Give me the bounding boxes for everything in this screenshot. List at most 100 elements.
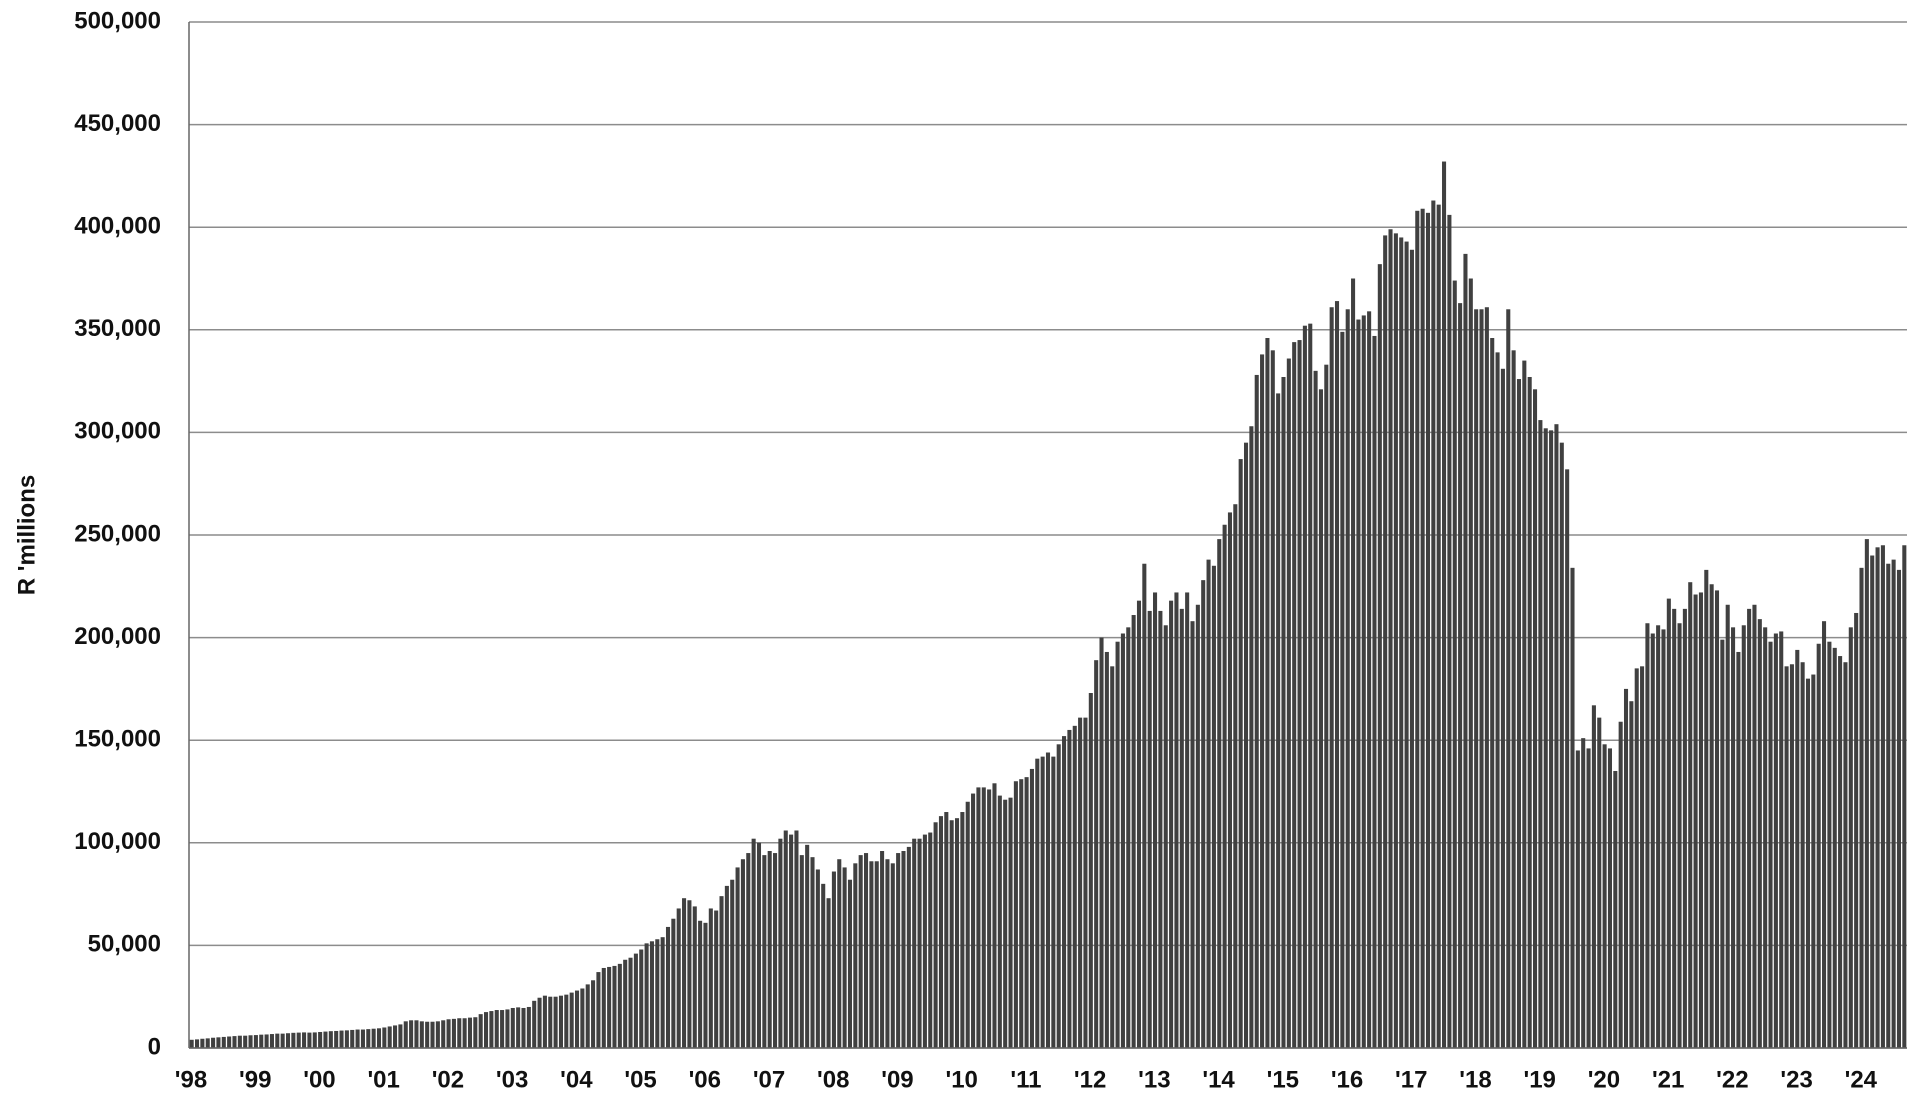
bar <box>200 1038 205 1048</box>
bar <box>1104 651 1109 1048</box>
bar <box>194 1039 200 1048</box>
bar <box>1302 325 1307 1048</box>
bar <box>451 1018 456 1048</box>
bar <box>1072 725 1077 1048</box>
bar <box>644 943 649 1048</box>
bar <box>1656 625 1661 1048</box>
bar <box>1565 469 1570 1048</box>
bar <box>885 859 890 1048</box>
bar <box>1115 641 1120 1048</box>
bar <box>660 937 665 1048</box>
bar <box>880 851 885 1048</box>
bar <box>1623 688 1629 1048</box>
bar <box>189 1039 194 1048</box>
bar <box>441 1020 446 1048</box>
y-tick-label: 100,000 <box>74 828 161 855</box>
bar <box>542 995 547 1048</box>
x-tick-label: '22 <box>1716 1066 1748 1093</box>
x-tick-label: '03 <box>496 1066 528 1093</box>
bar <box>1602 744 1607 1048</box>
bar <box>810 857 815 1048</box>
bar <box>612 965 617 1048</box>
bar <box>1367 311 1372 1048</box>
bar <box>232 1036 237 1048</box>
bar <box>1511 350 1516 1048</box>
bar <box>1458 303 1463 1048</box>
bar <box>484 1012 489 1048</box>
bar <box>1752 604 1757 1048</box>
bar <box>676 908 681 1048</box>
bar <box>1757 619 1762 1048</box>
bar <box>671 918 676 1048</box>
bar <box>1083 717 1088 1048</box>
bar <box>783 830 788 1048</box>
bar <box>1640 666 1645 1048</box>
bar <box>1731 627 1736 1048</box>
bar <box>1425 212 1431 1048</box>
bar <box>1249 426 1254 1048</box>
bar <box>312 1032 317 1048</box>
y-tick-label: 300,000 <box>74 418 161 445</box>
bar <box>1436 204 1441 1049</box>
bar <box>1227 512 1233 1048</box>
bar <box>537 997 542 1048</box>
x-tick-label: '19 <box>1524 1066 1556 1093</box>
bar <box>243 1035 248 1048</box>
bar <box>1179 608 1184 1048</box>
bar <box>259 1034 264 1048</box>
x-tick-label: '06 <box>689 1066 721 1093</box>
bar <box>1896 569 1902 1048</box>
bar <box>1270 350 1275 1048</box>
bar <box>1827 641 1832 1048</box>
bar <box>1720 639 1725 1048</box>
bar <box>500 1010 505 1048</box>
bar <box>1286 358 1291 1048</box>
x-tick-label: '16 <box>1331 1066 1363 1093</box>
bar <box>1854 612 1859 1048</box>
bar <box>1714 590 1720 1048</box>
bar <box>1404 241 1409 1049</box>
bar <box>794 830 799 1048</box>
bar <box>409 1020 414 1048</box>
bar <box>296 1032 301 1048</box>
bar <box>248 1035 253 1048</box>
bar <box>1672 608 1677 1048</box>
bar <box>275 1033 280 1048</box>
bar <box>1704 569 1709 1048</box>
bar <box>398 1024 403 1048</box>
bar <box>735 867 740 1048</box>
bar <box>1136 600 1142 1048</box>
bar <box>1661 629 1666 1048</box>
bar <box>1099 637 1104 1048</box>
bar <box>1479 309 1484 1048</box>
bar <box>505 1009 510 1048</box>
bar <box>462 1018 467 1048</box>
bar <box>1586 748 1591 1048</box>
bar <box>1677 623 1682 1048</box>
bar <box>1120 633 1125 1048</box>
y-tick-label: 400,000 <box>74 213 161 240</box>
bar <box>933 822 938 1048</box>
bar <box>548 996 553 1048</box>
bar <box>1094 660 1099 1048</box>
bar <box>858 855 863 1048</box>
bar <box>639 949 644 1048</box>
bar <box>1035 758 1040 1048</box>
bar <box>1169 600 1174 1048</box>
bar <box>1843 662 1848 1048</box>
bar <box>360 1029 365 1048</box>
bar <box>1666 598 1671 1048</box>
bar <box>1768 641 1773 1048</box>
bar <box>564 994 569 1048</box>
bar <box>435 1021 440 1048</box>
bar <box>1265 338 1270 1048</box>
bar <box>821 883 826 1048</box>
x-tick-label: '00 <box>303 1066 335 1093</box>
bar <box>1741 625 1746 1048</box>
y-axis-label: R 'millions <box>13 475 40 595</box>
bar <box>1131 615 1136 1048</box>
y-tick-label: 450,000 <box>74 110 161 137</box>
bar <box>1864 539 1869 1048</box>
bar <box>1158 610 1163 1048</box>
bar <box>1163 625 1168 1048</box>
